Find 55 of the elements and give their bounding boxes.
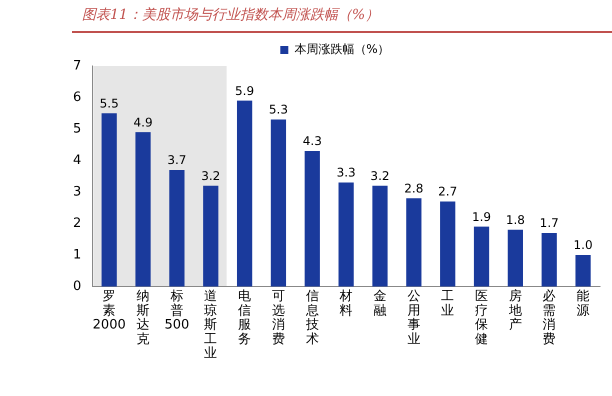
bar (406, 198, 422, 286)
x-tick-label: 公用事业 (407, 289, 420, 347)
chart-title: 图表11：美股市场与行业指数本周涨跌幅（%） (82, 6, 380, 24)
bar (236, 100, 252, 286)
y-tick-label: 7 (72, 58, 82, 74)
x-tick-label: 道琼斯工业 (204, 289, 218, 362)
x-tick-label: 纳斯达克 (136, 289, 150, 347)
x-tick-label: 罗素2000 (92, 289, 126, 333)
x-tick-label: 标普500 (164, 289, 190, 333)
bar (474, 226, 490, 286)
y-tick-label: 3 (72, 184, 82, 200)
data-label: 5.3 (268, 102, 288, 117)
bar (440, 201, 456, 286)
y-tick-label: 4 (72, 152, 82, 168)
bar (102, 113, 117, 286)
bar (169, 170, 185, 286)
x-tick-label: 可选消费 (272, 289, 285, 347)
data-label: 4.9 (133, 115, 153, 130)
bar (203, 186, 218, 286)
data-label: 1.7 (540, 216, 559, 230)
data-label: 2.7 (438, 184, 458, 199)
x-tick-label: 金融 (373, 289, 386, 318)
data-label: 5.9 (235, 84, 254, 98)
bar (575, 255, 591, 286)
y-tick-label: 1 (72, 247, 82, 262)
data-label: 4.3 (302, 134, 322, 148)
x-tick-label: 房地产 (508, 288, 522, 333)
x-tick-label: 电信服务 (238, 289, 252, 347)
bar (542, 232, 557, 286)
data-label: 1.9 (472, 210, 492, 224)
y-tick-label: 2 (72, 216, 82, 231)
bar (304, 151, 320, 286)
bar (508, 230, 523, 286)
data-label: 3.7 (167, 153, 186, 168)
y-tick-label: 6 (72, 90, 82, 105)
y-tick-label: 0 (72, 278, 82, 294)
data-label: 5.5 (100, 96, 119, 110)
y-tick-label: 5 (72, 121, 82, 136)
bar (270, 120, 286, 286)
x-tick-label: 能源 (576, 289, 590, 318)
data-label: 1.8 (506, 212, 525, 227)
x-tick-label: 工业 (441, 289, 454, 318)
x-tick-label: 材料 (338, 289, 353, 318)
bar (372, 186, 388, 286)
data-label: 3.3 (336, 166, 356, 180)
legend-label: 本周涨跌幅（%） (294, 42, 390, 56)
x-tick-label: 医疗保健 (475, 289, 488, 347)
x-tick-label: 信息技术 (304, 289, 319, 347)
data-label: 3.2 (201, 168, 220, 183)
data-label: 2.8 (404, 181, 424, 196)
data-label: 1.0 (574, 238, 593, 252)
x-tick-label: 必需消费 (542, 289, 556, 347)
bar (338, 182, 354, 286)
data-label: 3.2 (370, 168, 390, 183)
bar (135, 132, 151, 286)
